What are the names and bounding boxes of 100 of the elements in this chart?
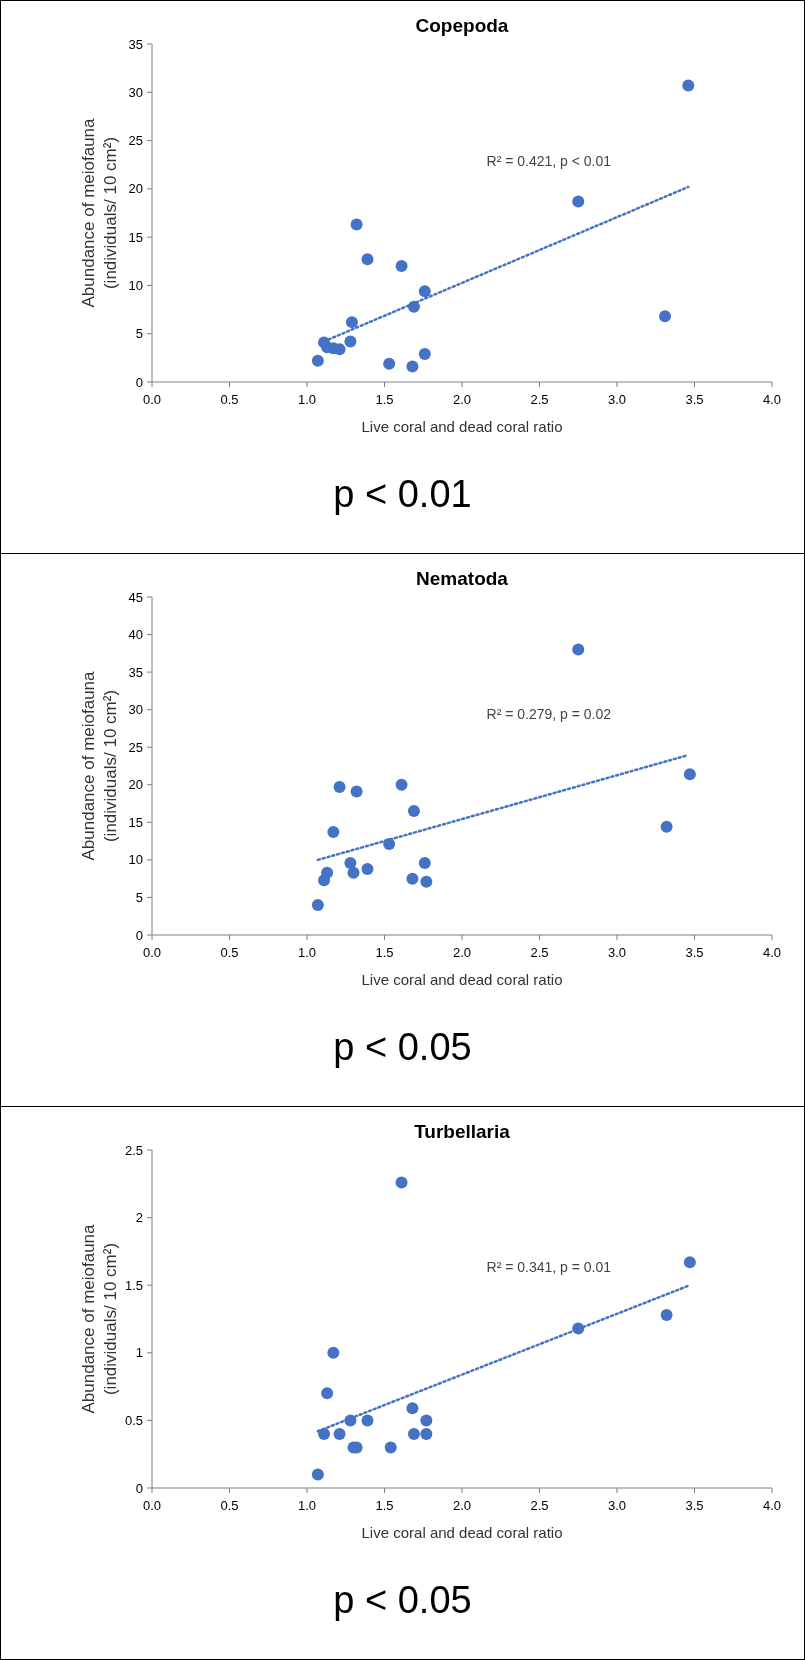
y-tick-label: 10 [128,852,143,868]
text: p < 0.05 [333,1579,472,1621]
point [683,768,696,781]
point [659,310,672,323]
point [660,1308,673,1321]
point [395,260,408,273]
point [420,1414,433,1427]
point [311,1468,324,1481]
point [383,357,396,370]
x-tick-label: 0.5 [220,945,239,960]
point [572,195,585,208]
y-tick-label: 15 [128,814,143,830]
y-tick-label: 0 [135,1480,143,1496]
y-tick-label: 35 [128,36,143,52]
x-tick-label: 3.0 [607,945,627,960]
annotation: R² = 0.279, p = 0.02 [486,705,612,722]
x-tick-label: 2.5 [530,392,549,407]
y-tick-label: 10 [128,277,143,293]
point [406,1402,419,1415]
x-tick-label: 1.5 [375,1498,394,1513]
point [395,778,408,791]
y-tick-label: 2 [135,1210,143,1226]
point [384,1441,397,1454]
point [344,856,357,869]
x-tick-label: 4.0 [762,1498,782,1513]
x-axis-title: Live coral and dead coral ratio [361,971,563,988]
point [406,872,419,885]
y-tick-label: 45 [128,589,143,605]
chart-title: Copepoda [415,15,509,36]
x-tick-label: 1.0 [297,392,317,407]
point [406,360,419,373]
point [321,1387,334,1400]
y-axis-title: Abundance of meiofauna (individuals/ 10 cm²) [79,117,120,308]
annotation: R² = 0.341, p = 0.01 [486,1258,612,1275]
point [345,316,358,329]
x-tick-label: 2.5 [530,945,549,960]
y-tick-label: 35 [128,664,143,680]
y-tick-label: 0 [135,374,143,390]
chart-title: Nematoda [416,568,509,589]
x-tick-label: 0.5 [220,1498,239,1513]
point [407,805,420,818]
x-tick-label: 3.0 [607,392,627,407]
x-tick-label: 4.0 [762,392,782,407]
x-tick-label: 3.5 [685,392,704,407]
y-axis-title: Abundance of meiofauna (individuals/ 10 cm²) [79,670,120,861]
y-tick-label: 5 [135,326,143,342]
chart-title: Turbellaria [414,1121,511,1142]
x-tick-label: 3.5 [685,1498,704,1513]
x-tick-label: 1.5 [375,945,394,960]
point [572,643,585,656]
point [660,820,673,833]
point [418,856,431,869]
y-tick-label: 5 [135,889,143,905]
point [418,285,431,298]
text: p < 0.01 [333,473,472,515]
x-tick-label: 3.5 [685,945,704,960]
x-tick-label: 0.0 [142,1498,162,1513]
point [420,875,433,888]
y-tick-label: 1 [135,1345,143,1361]
x-tick-label: 0.5 [220,392,239,407]
x-tick-label: 2.0 [452,945,472,960]
y-tick-label: 15 [128,229,143,245]
point [311,354,324,367]
point [361,253,374,266]
point [407,1427,420,1440]
x-tick-label: 1.0 [297,1498,317,1513]
y-tick-label: 20 [128,181,143,197]
point [311,898,324,911]
x-tick-label: 2.5 [530,1498,549,1513]
point [327,826,340,839]
point [350,218,363,231]
y-tick-label: 30 [128,702,143,718]
point [347,866,360,879]
x-tick-label: 3.0 [607,1498,627,1513]
y-axis-title: Abundance of meiofauna (individuals/ 10 cm²) [79,1223,120,1414]
point [361,862,374,875]
point [683,1256,696,1269]
point [321,866,334,879]
x-axis-title: Live coral and dead coral ratio [361,1524,563,1541]
x-tick-label: 1.0 [297,945,317,960]
y-tick-label: 40 [128,627,143,643]
x-tick-label: 1.5 [375,392,394,407]
point [395,1176,408,1189]
point [420,1427,433,1440]
point [333,781,346,794]
y-tick-label: 25 [128,739,143,755]
x-tick-label: 0.0 [142,392,162,407]
point [344,335,357,348]
x-tick-label: 0.0 [142,945,162,960]
point [327,1346,340,1359]
point [682,79,695,92]
text: p < 0.05 [333,1026,472,1068]
x-axis-title: Live coral and dead coral ratio [361,418,563,435]
y-tick-label: 0 [135,927,143,943]
y-tick-label: 20 [128,777,143,793]
y-tick-label: 25 [128,133,143,149]
x-tick-label: 4.0 [762,945,782,960]
annotation: R² = 0.421, p < 0.01 [486,152,612,169]
y-tick-label: 1.5 [124,1277,143,1293]
x-tick-label: 2.0 [452,1498,472,1513]
